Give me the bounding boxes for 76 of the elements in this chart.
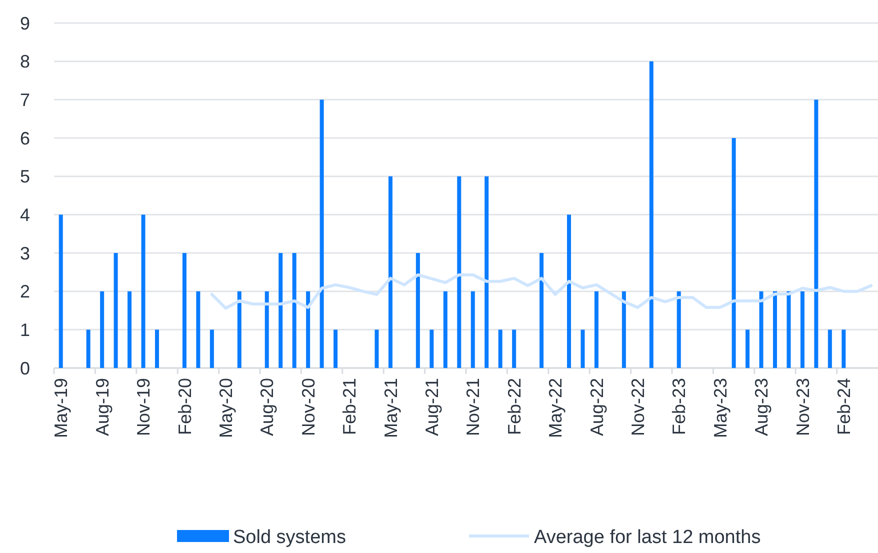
bar (141, 214, 146, 368)
x-tick-label: Aug-19 (92, 378, 112, 436)
bar (828, 330, 832, 368)
y-tick-label: 0 (20, 358, 30, 378)
bar (86, 330, 90, 368)
x-tick-label: May-19 (51, 378, 72, 438)
x-tick-label: Feb-21 (340, 378, 360, 436)
y-tick-label: 3 (20, 243, 30, 264)
bar (649, 61, 654, 368)
y-tick-label: 5 (20, 166, 30, 187)
bar (580, 330, 585, 368)
x-tick-label: Nov-23 (792, 378, 813, 436)
x-tick-label: Feb-20 (174, 378, 195, 436)
bar (746, 330, 750, 368)
bar (786, 291, 791, 368)
bar (278, 253, 283, 368)
y-tick-label: 1 (20, 320, 30, 340)
bar (457, 176, 462, 368)
bar (306, 291, 310, 368)
bar (237, 291, 242, 368)
x-tick-label: Aug-20 (257, 378, 278, 436)
bar (842, 330, 846, 368)
x-tick-label: Aug-23 (752, 378, 772, 436)
y-tick-label: 2 (20, 282, 30, 302)
bar (676, 291, 681, 368)
x-tick-label: Feb-23 (669, 378, 690, 436)
x-tick-label: Aug-22 (586, 378, 607, 436)
bar (498, 330, 502, 368)
bar (594, 291, 598, 368)
y-tick-label: 4 (20, 204, 30, 225)
bar (388, 176, 392, 368)
bar (759, 291, 764, 368)
y-tick-label: 8 (20, 52, 30, 72)
bar (773, 291, 777, 368)
bar (264, 291, 269, 368)
bar (182, 253, 186, 368)
bar (470, 291, 475, 368)
bar (374, 330, 379, 368)
y-tick-label: 6 (20, 128, 30, 148)
bar (114, 253, 118, 368)
bar (540, 253, 544, 368)
bar (196, 291, 200, 368)
bar (155, 330, 159, 368)
line-series (210, 273, 873, 310)
bar (58, 214, 63, 368)
x-tick-label: Nov-20 (298, 378, 318, 436)
bar (800, 291, 804, 368)
x-tick-label: Feb-24 (834, 378, 854, 436)
bar (416, 253, 420, 368)
x-tick-label: May-21 (380, 378, 401, 438)
bar (334, 330, 338, 368)
x-tick-label: Nov-22 (628, 378, 648, 436)
y-tick-label: 9 (20, 13, 30, 34)
bar (814, 100, 818, 368)
y-tick-label: 7 (20, 90, 30, 110)
x-tick-label: Nov-21 (463, 378, 484, 436)
legend-label: Average for last 12 months (534, 527, 761, 548)
bar (128, 291, 132, 368)
bar (484, 176, 489, 368)
bar (292, 253, 296, 368)
legend-label: Sold systems (233, 527, 346, 548)
bar (512, 330, 516, 368)
bar (732, 138, 736, 368)
x-tick-label: Feb-22 (504, 378, 524, 436)
bar (622, 291, 626, 368)
x-tick-label: Aug-21 (422, 378, 442, 436)
x-tick-label: Nov-19 (134, 378, 154, 436)
bar (100, 291, 104, 368)
bar (567, 214, 571, 368)
x-tick-label: May-23 (710, 378, 730, 438)
bar (430, 330, 434, 368)
x-tick-label: May-22 (546, 378, 566, 438)
bar (443, 291, 448, 368)
bar (210, 330, 214, 368)
x-tick-label: May-20 (216, 378, 236, 438)
bar (320, 100, 324, 368)
